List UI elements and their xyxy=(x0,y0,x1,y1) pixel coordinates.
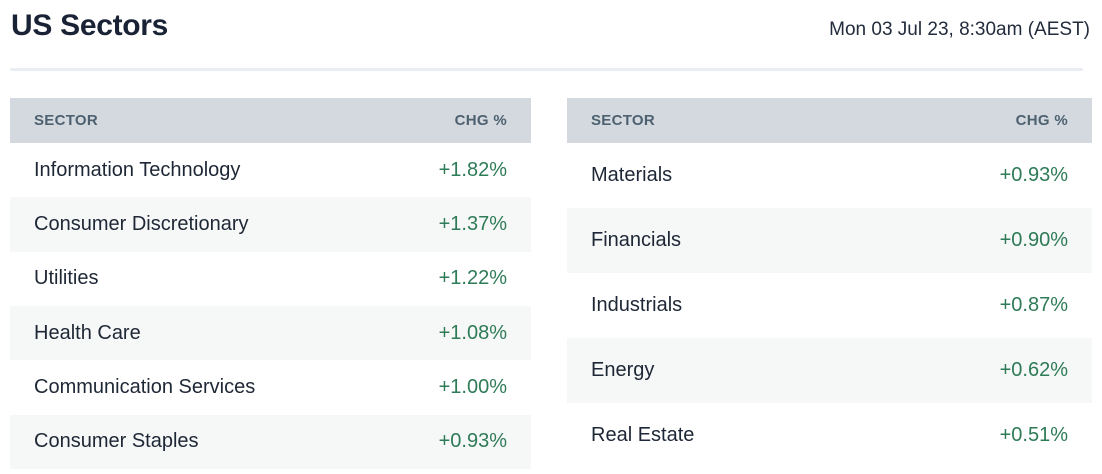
column-header-chg: CHG % xyxy=(454,112,507,129)
table-body-left: Information Technology +1.82% Consumer D… xyxy=(10,143,531,469)
sector-change-value: +0.87% xyxy=(999,294,1068,316)
column-header-sector: SECTOR xyxy=(591,112,656,129)
sector-change-value: +0.93% xyxy=(999,164,1068,186)
sector-change-value: +1.22% xyxy=(438,267,507,290)
sector-name: Materials xyxy=(591,164,673,186)
sector-row: Consumer Staples +0.93% xyxy=(10,414,531,469)
sector-row: Energy +0.62% xyxy=(567,338,1092,403)
sector-change-value: +1.00% xyxy=(438,375,507,398)
sector-name: Communication Services xyxy=(34,375,256,398)
table-body-right: Materials +0.93% Financials +0.90% Indus… xyxy=(567,143,1092,468)
sector-change-value: +1.08% xyxy=(438,321,507,344)
sector-row: Financials +0.90% xyxy=(567,208,1092,273)
sector-name: Health Care xyxy=(34,321,141,344)
sector-table-right: SECTOR CHG % Materials +0.93% Financials… xyxy=(567,98,1092,469)
sector-row: Industrials +0.87% xyxy=(567,273,1092,338)
sector-row: Consumer Discretionary +1.37% xyxy=(10,197,531,252)
sector-change-value: +0.51% xyxy=(999,424,1068,446)
sector-change-value: +1.37% xyxy=(438,212,507,235)
sector-change-value: +0.62% xyxy=(999,359,1068,381)
sector-row: Utilities +1.22% xyxy=(10,251,531,306)
sector-change-value: +0.90% xyxy=(999,229,1068,251)
sector-name: Consumer Discretionary xyxy=(34,212,249,235)
column-header-sector: SECTOR xyxy=(34,112,99,129)
header-divider xyxy=(10,68,1083,71)
column-header-chg: CHG % xyxy=(1015,112,1068,129)
page-header: US Sectors Mon 03 Jul 23, 8:30am (AEST) xyxy=(0,0,1102,43)
page-title: US Sectors xyxy=(11,9,169,42)
sector-row: Real Estate +0.51% xyxy=(567,403,1092,468)
timestamp: Mon 03 Jul 23, 8:30am (AEST) xyxy=(829,19,1090,40)
sector-name: Utilities xyxy=(34,267,99,290)
sector-change-value: +0.93% xyxy=(438,430,507,453)
sector-name: Energy xyxy=(591,359,655,381)
sector-tables: SECTOR CHG % Information Technology +1.8… xyxy=(0,98,1102,469)
table-header-left: SECTOR CHG % xyxy=(10,98,531,143)
sector-row: Materials +0.93% xyxy=(567,143,1092,208)
table-header-right: SECTOR CHG % xyxy=(567,98,1092,143)
sector-name: Real Estate xyxy=(591,424,695,446)
sector-table-left: SECTOR CHG % Information Technology +1.8… xyxy=(10,98,531,469)
sector-row: Communication Services +1.00% xyxy=(10,360,531,415)
sector-name: Industrials xyxy=(591,294,683,316)
sector-name: Financials xyxy=(591,229,682,251)
sector-name: Consumer Staples xyxy=(34,430,199,453)
sector-row: Health Care +1.08% xyxy=(10,305,531,361)
sector-change-value: +1.82% xyxy=(438,158,507,181)
sector-name: Information Technology xyxy=(34,158,241,181)
sector-row: Information Technology +1.82% xyxy=(10,143,531,198)
